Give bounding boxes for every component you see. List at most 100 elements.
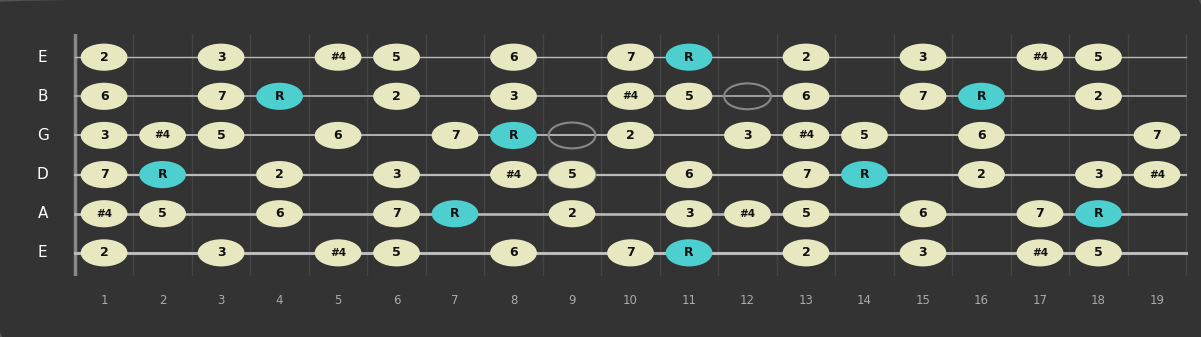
Ellipse shape — [490, 239, 537, 267]
Text: 18: 18 — [1091, 294, 1106, 307]
Ellipse shape — [1075, 83, 1122, 110]
Text: R: R — [685, 51, 694, 64]
Text: 5: 5 — [393, 51, 401, 64]
Text: R: R — [157, 168, 167, 181]
Text: 5: 5 — [159, 207, 167, 220]
Ellipse shape — [549, 161, 596, 188]
Text: 5: 5 — [1094, 51, 1103, 64]
Text: 7: 7 — [801, 168, 811, 181]
Text: 2: 2 — [100, 246, 108, 259]
Ellipse shape — [80, 161, 127, 188]
Text: 14: 14 — [858, 294, 872, 307]
Text: 9: 9 — [568, 294, 575, 307]
Ellipse shape — [1134, 161, 1181, 188]
Text: 5: 5 — [801, 207, 811, 220]
Ellipse shape — [198, 122, 245, 149]
Text: E: E — [38, 245, 48, 261]
Ellipse shape — [900, 43, 946, 71]
Text: R: R — [509, 129, 519, 142]
Ellipse shape — [1075, 239, 1122, 267]
Ellipse shape — [724, 200, 771, 227]
Text: 19: 19 — [1149, 294, 1165, 307]
Text: 7: 7 — [626, 51, 635, 64]
Text: 6: 6 — [509, 246, 518, 259]
Ellipse shape — [608, 83, 653, 110]
Text: #4: #4 — [622, 91, 639, 101]
Text: #4: #4 — [1032, 52, 1048, 62]
Text: 6: 6 — [978, 129, 986, 142]
Text: 12: 12 — [740, 294, 755, 307]
Ellipse shape — [80, 122, 127, 149]
Ellipse shape — [198, 83, 245, 110]
Ellipse shape — [665, 200, 712, 227]
Text: 5: 5 — [860, 129, 868, 142]
Ellipse shape — [608, 239, 653, 267]
Text: 15: 15 — [915, 294, 931, 307]
Text: 2: 2 — [626, 129, 635, 142]
Text: D: D — [37, 167, 48, 182]
Ellipse shape — [256, 161, 303, 188]
Text: 2: 2 — [568, 207, 576, 220]
Text: #4: #4 — [506, 170, 521, 180]
Ellipse shape — [665, 239, 712, 267]
Ellipse shape — [315, 122, 362, 149]
Text: 13: 13 — [799, 294, 813, 307]
Ellipse shape — [1075, 43, 1122, 71]
Ellipse shape — [1134, 122, 1181, 149]
Ellipse shape — [139, 200, 186, 227]
Text: 11: 11 — [681, 294, 697, 307]
Text: 7: 7 — [626, 246, 635, 259]
Ellipse shape — [139, 161, 186, 188]
Ellipse shape — [900, 83, 946, 110]
Ellipse shape — [783, 122, 830, 149]
Ellipse shape — [490, 43, 537, 71]
Text: 2: 2 — [801, 51, 811, 64]
Text: 7: 7 — [450, 129, 460, 142]
Ellipse shape — [958, 161, 1005, 188]
Text: 7: 7 — [919, 90, 927, 103]
Text: 4: 4 — [276, 294, 283, 307]
Text: 2: 2 — [100, 51, 108, 64]
Ellipse shape — [1016, 239, 1063, 267]
Ellipse shape — [374, 83, 420, 110]
Text: 6: 6 — [919, 207, 927, 220]
Ellipse shape — [783, 161, 830, 188]
Text: 7: 7 — [100, 168, 108, 181]
Text: 5: 5 — [685, 90, 693, 103]
Text: 3: 3 — [1094, 168, 1103, 181]
Ellipse shape — [315, 239, 362, 267]
Text: B: B — [37, 89, 48, 104]
Ellipse shape — [374, 200, 420, 227]
Ellipse shape — [490, 83, 537, 110]
Text: 3: 3 — [100, 129, 108, 142]
Text: 6: 6 — [334, 129, 342, 142]
Text: 6: 6 — [685, 168, 693, 181]
Text: 5: 5 — [334, 294, 342, 307]
Ellipse shape — [198, 239, 245, 267]
Text: 5: 5 — [1094, 246, 1103, 259]
Ellipse shape — [198, 43, 245, 71]
Text: 5: 5 — [393, 246, 401, 259]
Ellipse shape — [841, 122, 888, 149]
Text: 10: 10 — [623, 294, 638, 307]
Text: 5: 5 — [568, 168, 576, 181]
Text: 2: 2 — [801, 246, 811, 259]
Ellipse shape — [431, 122, 478, 149]
Text: 3: 3 — [509, 90, 518, 103]
Ellipse shape — [315, 43, 362, 71]
Text: 5: 5 — [216, 129, 226, 142]
Ellipse shape — [1016, 200, 1063, 227]
Ellipse shape — [549, 200, 596, 227]
Ellipse shape — [783, 83, 830, 110]
Text: #4: #4 — [330, 248, 346, 258]
Ellipse shape — [841, 161, 888, 188]
Text: R: R — [275, 90, 285, 103]
Text: #4: #4 — [1149, 170, 1165, 180]
Ellipse shape — [1075, 161, 1122, 188]
Text: 6: 6 — [275, 207, 283, 220]
Ellipse shape — [724, 122, 771, 149]
Ellipse shape — [80, 200, 127, 227]
Text: 17: 17 — [1033, 294, 1047, 307]
Ellipse shape — [1075, 200, 1122, 227]
Ellipse shape — [958, 83, 1005, 110]
